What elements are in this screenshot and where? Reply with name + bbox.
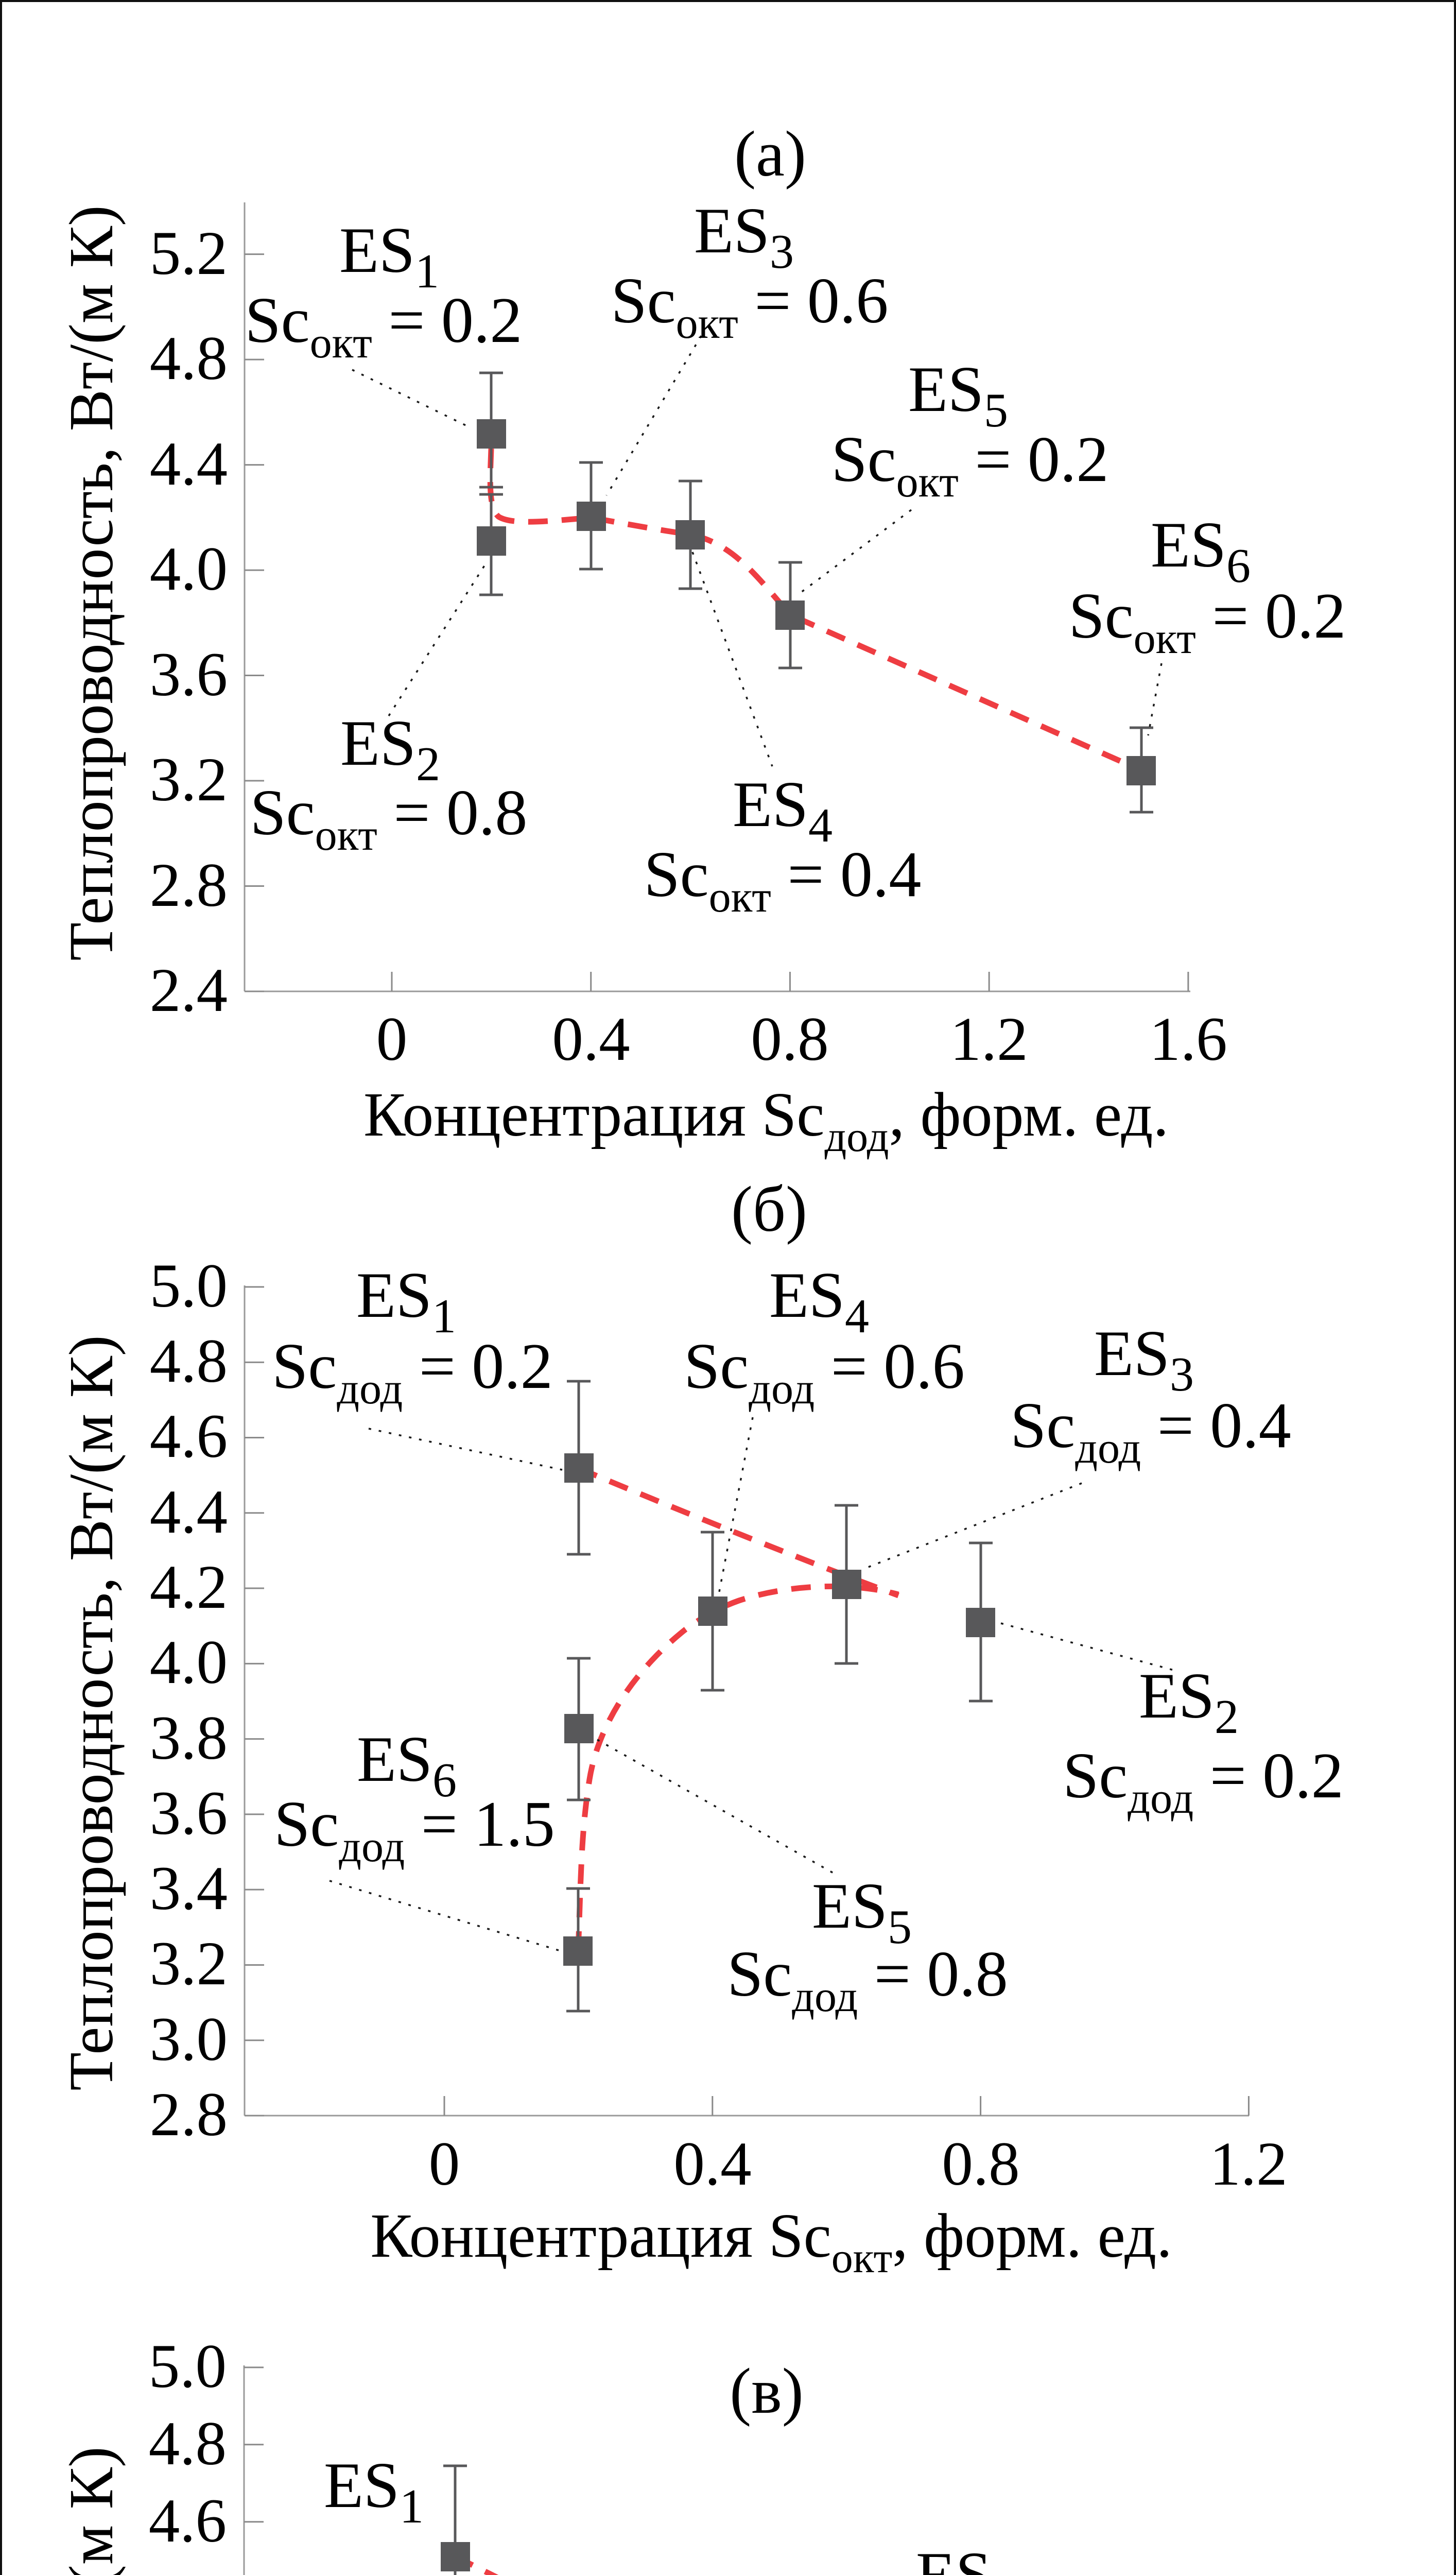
svg-text:(а): (а)	[734, 118, 806, 190]
svg-text:1.2: 1.2	[1209, 2130, 1287, 2199]
svg-text:Теплопроводность, Вт/(м К): Теплопроводность, Вт/(м К)	[57, 1335, 126, 2090]
svg-text:0.8: 0.8	[942, 2130, 1019, 2199]
svg-text:4.6: 4.6	[150, 1402, 228, 1471]
svg-text:Scдод = 1.5: Scдод = 1.5	[274, 1789, 555, 1871]
svg-text:4.2: 4.2	[150, 1553, 228, 1622]
svg-text:Теплопроводность, Вт/(м К): Теплопроводность, Вт/(м К)	[57, 205, 126, 960]
svg-text:3.2: 3.2	[150, 1929, 228, 1998]
svg-text:1.6: 1.6	[1149, 1005, 1227, 1074]
svg-text:2.8: 2.8	[150, 2080, 228, 2149]
svg-text:4.4: 4.4	[149, 2564, 227, 2575]
svg-text:5.0: 5.0	[150, 1251, 228, 1320]
svg-text:3.4: 3.4	[150, 1854, 228, 1923]
svg-text:4.0: 4.0	[150, 535, 228, 604]
svg-text:4.4: 4.4	[150, 1478, 228, 1547]
svg-text:3.6: 3.6	[150, 640, 228, 709]
svg-text:3.2: 3.2	[150, 745, 228, 814]
svg-text:4.6: 4.6	[149, 2486, 227, 2555]
svg-text:ES2: ES2	[340, 708, 440, 791]
svg-text:4.8: 4.8	[150, 324, 228, 393]
svg-text:3.6: 3.6	[150, 1779, 228, 1848]
svg-text:3.8: 3.8	[150, 1704, 228, 1773]
svg-text:Scдод = 0.4: Scдод = 0.4	[1010, 1390, 1291, 1472]
svg-text:0.4: 0.4	[673, 2130, 751, 2199]
svg-text:0.8: 0.8	[751, 1005, 828, 1074]
svg-text:Scокт = 0.6: Scокт = 0.6	[611, 265, 889, 348]
svg-text:0: 0	[429, 2130, 460, 2199]
svg-text:Scдод = 0.8: Scдод = 0.8	[727, 1938, 1008, 2021]
svg-text:Scокт = 0.4: Scокт = 0.4	[644, 839, 922, 921]
svg-text:Scокт = 0.2: Scокт = 0.2	[245, 285, 523, 367]
svg-text:4.0: 4.0	[150, 1628, 228, 1697]
svg-text:Scдод = 0.2: Scдод = 0.2	[1063, 1740, 1344, 1823]
svg-text:Scдод = 0.6: Scдод = 0.6	[684, 1331, 965, 1413]
svg-text:Scокт = 0.2: Scокт = 0.2	[831, 424, 1109, 506]
svg-text:4.4: 4.4	[150, 430, 228, 499]
svg-text:(б): (б)	[731, 1174, 807, 1245]
svg-text:2.8: 2.8	[150, 851, 228, 920]
svg-text:Концентрация Scокт, форм. ед.: Концентрация Scокт, форм. ед.	[370, 2201, 1172, 2282]
svg-text:(в): (в)	[730, 2356, 803, 2427]
svg-text:1.2: 1.2	[950, 1005, 1028, 1074]
svg-text:2.4: 2.4	[150, 956, 228, 1025]
svg-text:4.8: 4.8	[149, 2409, 227, 2478]
svg-text:5.0: 5.0	[149, 2332, 227, 2401]
svg-text:Концентрация Scдод, форм. ед.: Концентрация Scдод, форм. ед.	[363, 1080, 1169, 1161]
svg-text:5.2: 5.2	[150, 219, 228, 288]
svg-text:ES3: ES3	[1094, 1318, 1194, 1401]
svg-text:Scокт = 0.8: Scокт = 0.8	[250, 777, 528, 860]
svg-text:Теплопроводность, Вт/(м К): Теплопроводность, Вт/(м К)	[57, 2446, 126, 2575]
svg-text:Scдод = 0.2: Scдод = 0.2	[272, 1331, 553, 1413]
svg-text:3.0: 3.0	[150, 2005, 228, 2074]
svg-text:4.8: 4.8	[150, 1327, 228, 1396]
svg-text:Scокт = 0.2: Scокт = 0.2	[1069, 580, 1346, 663]
svg-text:0: 0	[376, 1005, 408, 1074]
svg-text:0.4: 0.4	[552, 1005, 630, 1074]
